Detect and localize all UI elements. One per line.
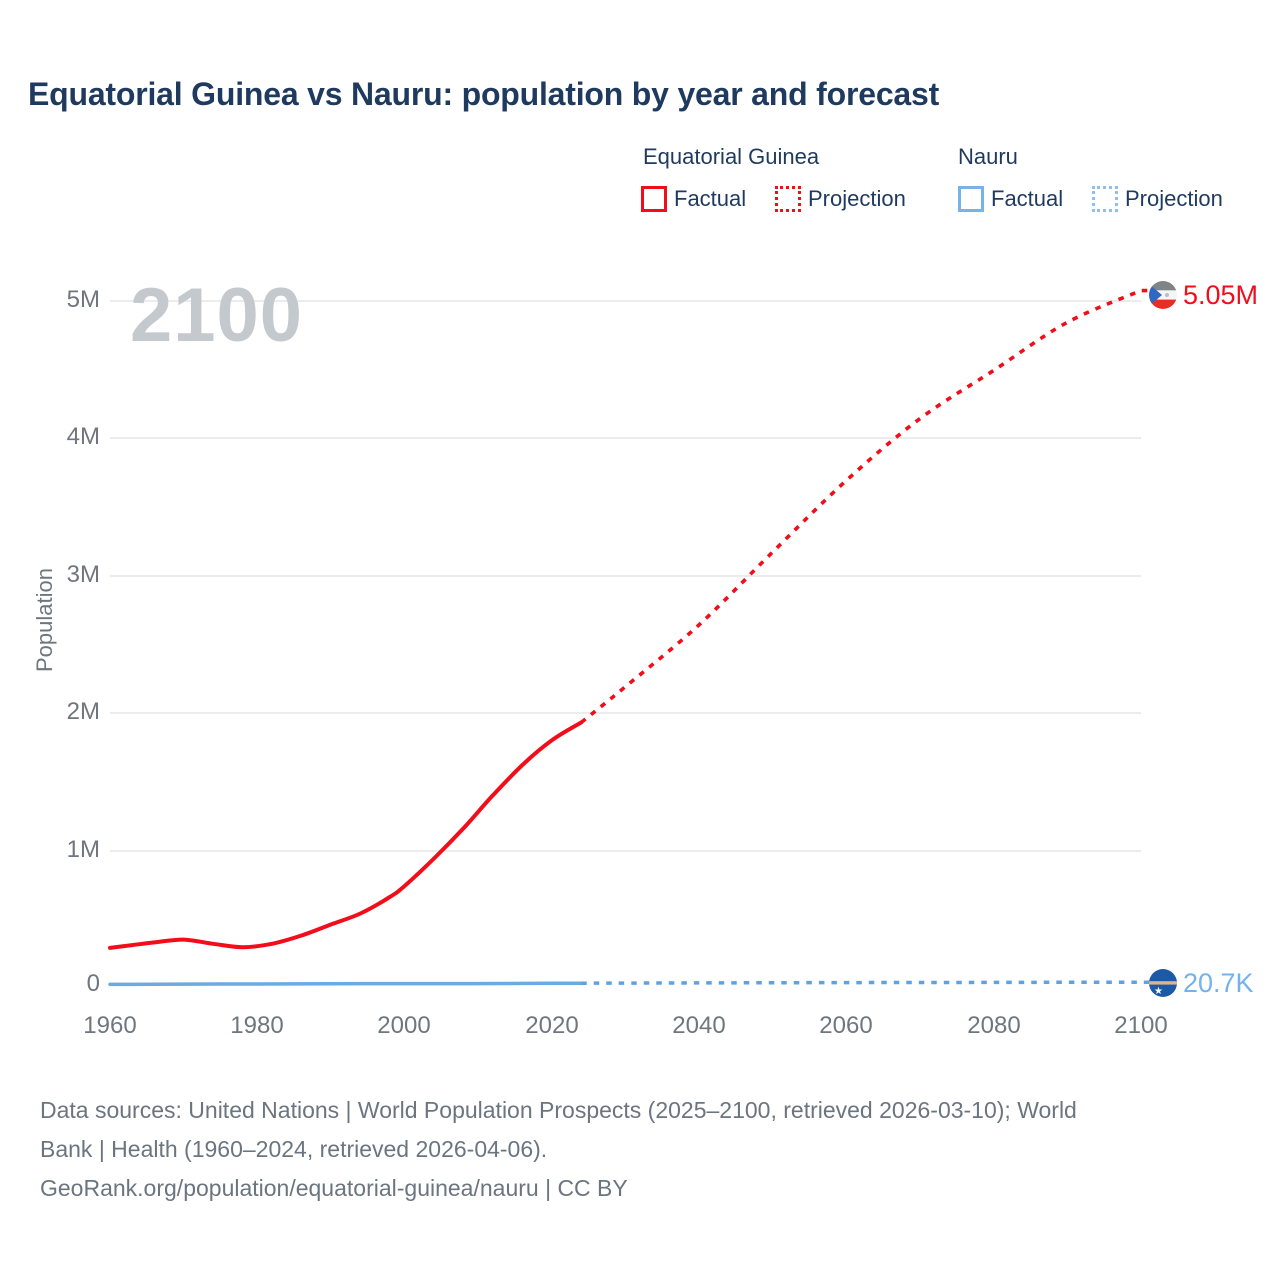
y-tick-1m: 1M xyxy=(66,836,100,863)
x-tick-2040: 2040 xyxy=(672,1012,726,1039)
legend-item-nauru-factual[interactable]: Factual xyxy=(958,186,1063,212)
legend-item-eg-projection[interactable]: Projection xyxy=(775,186,906,212)
svg-text:★: ★ xyxy=(1154,986,1163,997)
x-tick-2080: 2080 xyxy=(967,1012,1021,1039)
eg-factual-line xyxy=(108,720,584,950)
solid-blue-swatch-icon xyxy=(958,186,984,212)
x-tick-1980: 1980 xyxy=(230,1012,284,1039)
x-tick-1960: 1960 xyxy=(83,1012,137,1039)
x-tick-2000: 2000 xyxy=(377,1012,431,1039)
legend-item-label: Projection xyxy=(1125,186,1223,211)
dotted-red-swatch-icon xyxy=(775,186,801,212)
x-tick-2100: 2100 xyxy=(1114,1012,1168,1039)
data-sources-line-1: Data sources: United Nations | World Pop… xyxy=(40,1097,1077,1123)
dotted-blue-swatch-icon xyxy=(1092,186,1118,212)
x-tick-2020: 2020 xyxy=(525,1012,579,1039)
gridline-5m xyxy=(110,300,1141,302)
legend-item-label: Factual xyxy=(674,186,747,211)
y-tick-0: 0 xyxy=(86,970,100,997)
page-title: Equatorial Guinea vs Nauru: population b… xyxy=(28,76,940,112)
eg-projection-line xyxy=(580,288,1150,724)
footer: Data sources: United Nations | World Pop… xyxy=(40,1091,1240,1208)
eg-end-value-label: 5.05M xyxy=(1183,280,1259,310)
gridline-2m xyxy=(110,712,1141,714)
x-tick-2060: 2060 xyxy=(819,1012,873,1039)
legend-item-label: Factual xyxy=(991,186,1064,211)
data-sources-line-2: Bank | Health (1960–2024, retrieved 2026… xyxy=(40,1136,548,1162)
gridline-4m xyxy=(110,437,1141,439)
y-tick-5m: 5M xyxy=(66,286,100,313)
y-tick-3m: 3M xyxy=(66,561,100,588)
gridline-1m xyxy=(110,850,1141,852)
legend-item-eg-factual[interactable]: Factual xyxy=(641,186,746,212)
watermark-year: 2100 xyxy=(130,273,304,358)
nauru-factual-line xyxy=(108,981,584,987)
attribution-link-line[interactable]: GeoRank.org/population/equatorial-guinea… xyxy=(40,1175,628,1201)
legend-item-label: Projection xyxy=(808,186,906,211)
nauru-end-value-label: 20.7K xyxy=(1183,968,1254,998)
legend-group-nauru: Nauru xyxy=(958,144,1018,169)
gridline-3m xyxy=(110,575,1141,577)
solid-red-swatch-icon xyxy=(641,186,667,212)
equatorial-guinea-flag-icon xyxy=(1149,281,1177,309)
legend-group-equatorial-guinea: Equatorial Guinea xyxy=(643,144,820,169)
nauru-flag-icon: ★ xyxy=(1149,969,1177,997)
legend-item-nauru-projection[interactable]: Projection xyxy=(1092,186,1223,212)
y-tick-4m: 4M xyxy=(66,423,100,450)
y-tick-2m: 2M xyxy=(66,698,100,725)
nauru-projection-line xyxy=(581,980,1150,985)
